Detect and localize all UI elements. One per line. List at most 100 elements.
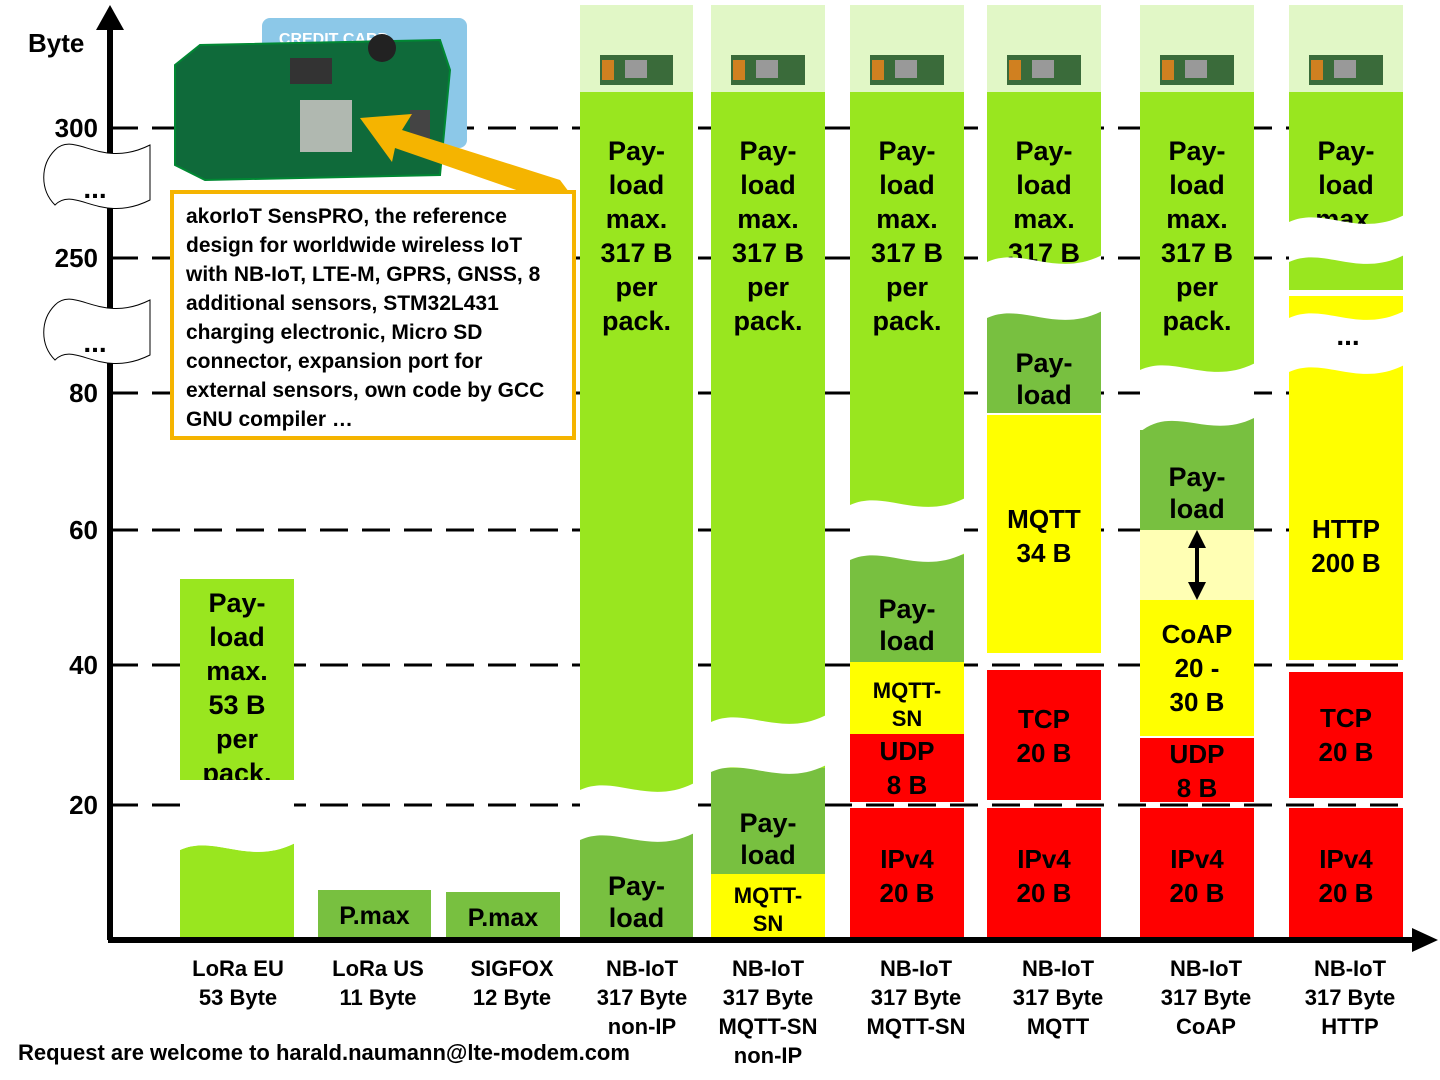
- payload-label-line-1: Pay-: [739, 808, 796, 838]
- segment-tcp: [1289, 672, 1403, 798]
- axis-break-2: [180, 793, 294, 852]
- module-connector: [872, 60, 884, 80]
- payload-max-label-line-6: pack.: [733, 306, 802, 336]
- payload-max-label-line-6: pack.: [602, 306, 671, 336]
- range-arrow-head-down: [1188, 582, 1206, 600]
- payload-max-label-line-4: 317 B: [600, 238, 672, 268]
- y-axis-break-2: [43, 298, 151, 365]
- category-label-line-4: non-IP: [734, 1043, 802, 1068]
- segment-ipv4: [987, 808, 1101, 940]
- range-arrow: [1188, 530, 1206, 600]
- ipv4-label-line-2: 20 B: [880, 878, 935, 908]
- axis-break: [1140, 363, 1254, 427]
- axis-break: [987, 255, 1101, 320]
- module-chip: [1185, 60, 1207, 78]
- segment-ipv4: [1289, 808, 1403, 940]
- y-tick-20: 20: [69, 790, 98, 820]
- segment-mqtt-sn: [711, 874, 825, 940]
- payload-label-line-1: Pay-: [878, 594, 935, 624]
- payload-max-label-line-1: Pay-: [739, 136, 796, 166]
- payload-max-label-line-2: load: [740, 170, 796, 200]
- category-label-1: LoRa EU 53 Byte: [192, 956, 284, 1010]
- coap-label-line-1: CoAP: [1162, 619, 1233, 649]
- module-connector: [733, 60, 745, 80]
- module-thumbnail: [731, 55, 805, 85]
- module-thumbnail: [870, 55, 944, 85]
- payload-max-label-line-5: per: [886, 272, 929, 302]
- category-label-line-1: NB-IoT: [1314, 956, 1387, 981]
- y-axis-arrow: [96, 5, 124, 30]
- device-image: CREDIT CARD: [174, 18, 575, 200]
- module-thumbnail: [1160, 55, 1234, 85]
- module-thumbnail: [600, 55, 673, 85]
- segment-payload: [580, 830, 693, 940]
- module-chip: [625, 60, 647, 78]
- payload-max-label-line-2: load: [879, 170, 935, 200]
- segment-payload: [711, 768, 825, 876]
- category-label-line-1: LoRa US: [332, 956, 424, 981]
- payload-max-label-line-2: load: [1169, 170, 1225, 200]
- module-chip: [1032, 60, 1054, 78]
- board-module: [300, 100, 352, 152]
- payload-max-label-line-1: Pay-: [1015, 136, 1072, 166]
- category-label-line-3: CoAP: [1176, 1014, 1236, 1039]
- y-axis-break-1: [43, 143, 151, 210]
- y-tick-60: 60: [69, 515, 98, 545]
- ipv4-label-line-2: 20 B: [1170, 878, 1225, 908]
- bars: Pay-load max. 53 B per pack. P.max P.max Pay-lo…: [180, 5, 1403, 940]
- tcp-label-line-1: TCP: [1018, 704, 1070, 734]
- category-labels: LoRa EU 53 Byte LoRa US 11 Byte SIGFOX 12 Byt…: [192, 956, 1395, 1068]
- payload-max-label-line-1: Pay-: [1317, 136, 1374, 166]
- category-label-line-2: 12 Byte: [473, 985, 551, 1010]
- axis-break: [1289, 215, 1403, 264]
- payload-label-line-2: load: [1169, 494, 1225, 524]
- payload-wave-top: [1140, 418, 1254, 458]
- module-thumbnail: [1007, 55, 1081, 85]
- payload-max-label-line-5: per: [615, 272, 658, 302]
- y-axis-title: Byte: [28, 28, 84, 58]
- payload-label-line-1: Pay-: [1015, 348, 1072, 378]
- payload-label-line-1: Pay-: [608, 871, 665, 901]
- payload-max-label: P.max: [468, 904, 539, 932]
- bar-nbiot-mqttsn: Pay-load max. 317 B per pack. Pay-load MQTT- SN…: [850, 5, 964, 940]
- segment-udp: [1140, 738, 1254, 802]
- payload-max-label-line-3: max.: [737, 204, 799, 234]
- segment-mqtt-sn: [850, 662, 964, 734]
- payload-label-line-2: load: [740, 840, 796, 870]
- category-label-line-3: MQTT-SN: [719, 1014, 818, 1039]
- axis-break: [580, 783, 693, 842]
- category-label-line-1: LoRa EU: [192, 956, 284, 981]
- tcp-label-line-2: 20 B: [1017, 738, 1072, 768]
- category-label-line-2: 317 Byte: [597, 985, 688, 1010]
- payload-max-label-line-4: 53 B: [208, 690, 265, 720]
- http-label-line-1: HTTP: [1312, 514, 1380, 544]
- category-label-line-3: non-IP: [608, 1014, 676, 1039]
- payload-max-label-line-4: 317 B: [871, 238, 943, 268]
- payload-max-label-line-1: Pay-: [608, 136, 665, 166]
- mqtt-label-line-1: MQTT: [1007, 504, 1081, 534]
- module-connector: [1311, 60, 1323, 80]
- coap-label-line-3: 30 B: [1170, 687, 1225, 717]
- payload-max-label-line-3: max.: [1166, 204, 1228, 234]
- category-label-4: NB-IoT 317 Byte non-IP: [597, 956, 688, 1039]
- payload-max-label-line-4: 317 B: [1161, 238, 1233, 268]
- payload-max-label-line-1: Pay-: [208, 588, 265, 618]
- category-label-line-1: NB-IoT: [606, 956, 679, 981]
- payload-label-line-2: load: [879, 626, 935, 656]
- category-label-3: SIGFOX 12 Byte: [470, 956, 553, 1010]
- category-label-line-2: 317 Byte: [1305, 985, 1396, 1010]
- ipv4-label-line-1: IPv4: [1170, 844, 1224, 874]
- module-chip: [1334, 60, 1356, 78]
- segment-tcp: [987, 670, 1101, 800]
- category-label-line-2: 53 Byte: [199, 985, 277, 1010]
- segment-payload-max: [1140, 92, 1254, 402]
- http-break-mark: ...: [1336, 320, 1359, 351]
- ipv4-label-line-2: 20 B: [1319, 878, 1374, 908]
- category-label-line-2: 11 Byte: [339, 985, 416, 1010]
- udp-label-line-1: UDP: [880, 736, 935, 766]
- mqtt-sn-label-line-1: MQTT-: [873, 678, 941, 703]
- category-label-line-3: HTTP: [1321, 1014, 1378, 1039]
